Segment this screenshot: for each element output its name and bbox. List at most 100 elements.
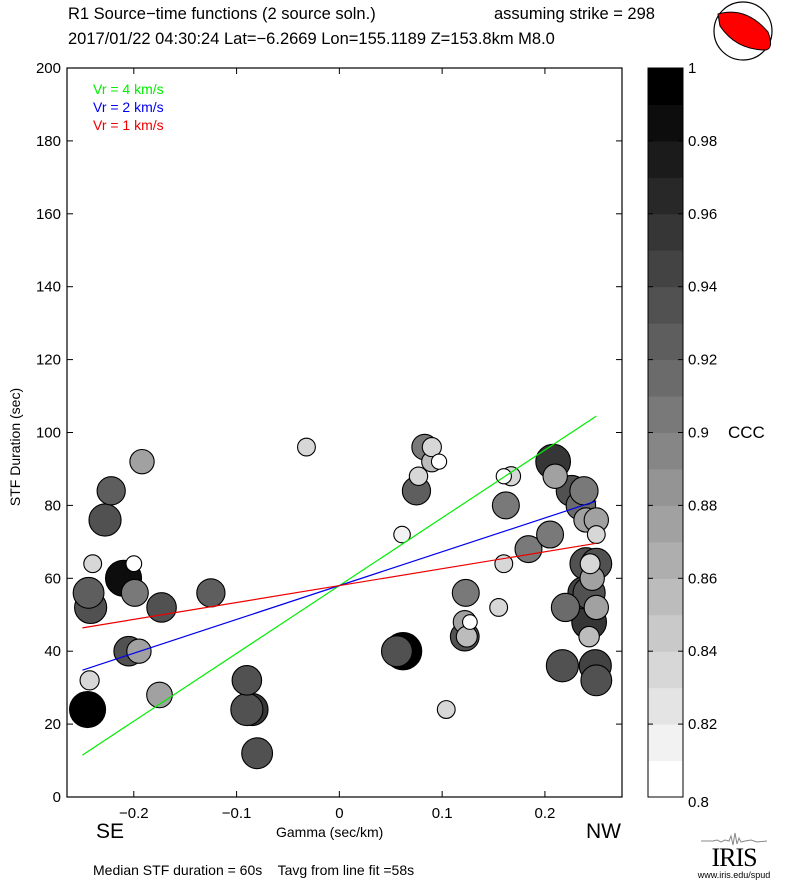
colorbar-tick-label: 0.86 xyxy=(688,570,717,587)
colorbar-tick-label: 0.82 xyxy=(688,716,717,733)
data-point xyxy=(586,525,606,545)
colorbar-tick-label: 0.92 xyxy=(688,352,717,369)
event-info: 2017/01/22 04:30:24 Lat=−6.2669 Lon=155.… xyxy=(68,30,555,48)
x-tick-label: −0.1 xyxy=(222,805,252,822)
x-tick-label: 0.2 xyxy=(534,805,555,822)
data-point xyxy=(430,453,448,470)
data-point xyxy=(120,578,149,607)
data-point xyxy=(578,625,600,648)
x-tick-label: −0.2 xyxy=(119,805,149,822)
data-point xyxy=(408,466,429,486)
data-point xyxy=(125,555,143,573)
data-point xyxy=(72,576,105,609)
data-point xyxy=(297,437,316,457)
colorbar-label: CCC xyxy=(728,423,765,442)
data-point xyxy=(461,614,478,630)
data-point xyxy=(545,649,579,683)
data-point xyxy=(421,436,442,458)
data-point xyxy=(83,554,103,574)
data-point xyxy=(79,670,100,691)
colorbar-tick-label: 1 xyxy=(688,60,696,77)
colorbar-segment xyxy=(648,104,683,142)
data-point xyxy=(495,468,512,485)
colorbar-tick-label: 0.84 xyxy=(688,643,717,660)
colorbar-segment xyxy=(648,724,683,762)
data-point xyxy=(69,690,107,729)
colorbar-tick-label: 0.9 xyxy=(688,425,709,442)
colorbar-segment xyxy=(648,323,683,361)
plot-area: 0 20 40 60 80 100 120 140 160 180 200 −0.2 −0.1 0 0.1 0… xyxy=(36,60,623,822)
colorbar-segment xyxy=(648,286,683,324)
y-tick-label: 60 xyxy=(44,570,61,587)
colorbar-segment xyxy=(648,505,683,543)
legend: Vr = 4 km/s Vr = 2 km/s Vr = 1 km/s xyxy=(93,80,164,134)
colorbar-segment xyxy=(648,213,683,251)
colorbar-segment xyxy=(648,468,683,506)
colorbar-tick-label: 0.96 xyxy=(688,206,717,223)
iris-logo[interactable]: IRIS www.iris.edu/spud xyxy=(684,832,784,880)
data-point xyxy=(583,594,610,621)
y-tick-label: 40 xyxy=(44,643,61,660)
data-point xyxy=(230,692,264,727)
chart-title: R1 Source−time functions (2 source soln.… xyxy=(68,5,376,23)
x-axis-label: Gamma (sec/km) xyxy=(276,824,384,840)
data-point xyxy=(579,553,601,575)
data-point xyxy=(451,578,480,607)
y-tick-label: 80 xyxy=(44,497,61,514)
data-point xyxy=(550,592,581,623)
colorbar-segment xyxy=(648,250,683,288)
colorbar-tick-label: 0.8 xyxy=(688,794,709,811)
legend-entry-vr1: Vr = 1 km/s xyxy=(93,117,164,133)
colorbar-tick-label: 0.94 xyxy=(688,279,717,296)
data-point xyxy=(380,635,413,668)
x-tick-label: 0.1 xyxy=(432,805,453,822)
data-point xyxy=(536,520,565,549)
summary-text: Median STF duration = 60s Tavg from line… xyxy=(93,862,415,878)
y-tick-label: 180 xyxy=(36,133,61,150)
iris-url: www.iris.edu/spud xyxy=(697,870,771,880)
colorbar-segment xyxy=(648,432,683,470)
colorbar-segment xyxy=(648,177,683,215)
direction-se: SE xyxy=(96,820,125,843)
data-point xyxy=(436,700,456,719)
beachball-icon xyxy=(713,1,773,61)
seismogram-icon xyxy=(701,832,768,846)
colorbar-segment xyxy=(648,541,683,579)
data-point xyxy=(393,525,411,544)
data-point xyxy=(129,448,155,475)
colorbar-segment xyxy=(648,140,683,178)
direction-nw: NW xyxy=(586,820,621,843)
y-tick-label: 200 xyxy=(36,60,61,77)
colorbar: 0.8 0.82 0.84 0.86 0.88 0.9 0.92 0.94 0.96 0.98 1 xyxy=(647,60,717,811)
data-point xyxy=(88,503,122,537)
fit-line-vr1 xyxy=(82,542,597,629)
colorbar-segment xyxy=(648,687,683,725)
strike-label: assuming strike = 298 xyxy=(494,5,655,23)
data-point xyxy=(196,578,226,608)
x-tick-label: 0 xyxy=(335,805,343,822)
colorbar-segment xyxy=(648,578,683,616)
y-tick-label: 140 xyxy=(36,279,61,296)
legend-entry-vr4: Vr = 4 km/s xyxy=(93,81,164,97)
iris-logo-text: IRIS xyxy=(711,843,757,872)
data-point xyxy=(569,476,599,506)
data-point xyxy=(489,598,509,617)
colorbar-tick-label: 0.88 xyxy=(688,497,717,514)
data-point xyxy=(491,491,520,520)
data-point xyxy=(241,737,274,770)
data-point xyxy=(146,592,177,623)
beachball-compressional-quadrant xyxy=(717,11,772,51)
data-point xyxy=(542,463,568,489)
y-tick-label: 0 xyxy=(53,789,61,806)
data-point xyxy=(96,476,126,506)
data-point xyxy=(146,681,173,709)
colorbar-segment xyxy=(648,760,683,798)
colorbar-segment xyxy=(648,651,683,689)
colorbar-segment xyxy=(648,396,683,433)
y-tick-label: 160 xyxy=(36,206,61,223)
colorbar-tick-label: 0.98 xyxy=(688,133,717,150)
colorbar-segment xyxy=(648,68,683,105)
y-axis-label: STF Duration (sec) xyxy=(7,387,23,507)
colorbar-segment xyxy=(648,614,683,652)
